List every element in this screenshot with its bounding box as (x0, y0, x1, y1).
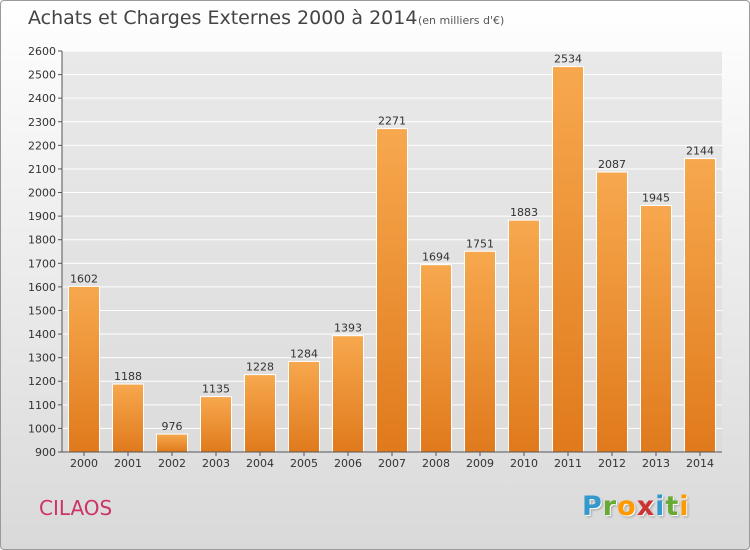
bar-value-label: 1284 (290, 347, 318, 360)
logo-letter: t (665, 491, 680, 522)
axes: 900 1000 1100 1200 1300 1400 1500 1600 1700 1800 1… (28, 45, 722, 470)
x-tick-label: 2001 (114, 457, 142, 470)
x-tick-label: 2008 (422, 457, 450, 470)
logo-letter: i (679, 491, 690, 522)
x-tick-label: 2007 (378, 457, 406, 470)
x-tick-label: 2004 (246, 457, 274, 470)
y-tick-label: 1800 (28, 234, 56, 247)
bar-value-label: 1228 (246, 361, 274, 374)
x-tick-label: 2009 (466, 457, 494, 470)
chart-subtitle: (en milliers d'€) (418, 14, 505, 27)
y-tick-label: 1900 (28, 210, 56, 223)
bar (684, 158, 716, 453)
bar-value-label: 1393 (334, 322, 362, 335)
y-tick-label: 1600 (28, 281, 56, 294)
bar (464, 250, 496, 453)
y-tick-label: 2300 (28, 116, 56, 129)
x-tick-label: 2012 (598, 457, 626, 470)
x-tick-label: 2010 (510, 457, 538, 470)
bar (288, 360, 320, 453)
bar (156, 433, 188, 453)
logo-letter: o (617, 491, 637, 522)
bar-value-label: 2534 (554, 53, 582, 66)
y-tick-label: 1400 (28, 328, 56, 341)
bar (68, 285, 100, 453)
bar (376, 128, 408, 453)
bar-value-label: 1694 (422, 251, 450, 264)
bar (552, 66, 584, 453)
x-tick-label: 2005 (290, 457, 318, 470)
bar-value-label: 2087 (598, 158, 626, 171)
y-tick-label: 2100 (28, 163, 56, 176)
y-tick-label: 1200 (28, 375, 56, 388)
y-tick-label: 900 (35, 446, 56, 459)
bar (244, 374, 276, 453)
logo-letter: P (582, 491, 603, 522)
x-tick-label: 2006 (334, 457, 362, 470)
y-tick-label: 2500 (28, 69, 56, 82)
logo-letter: x (636, 491, 656, 522)
x-tick-label: 2003 (202, 457, 230, 470)
bar (200, 396, 232, 453)
y-tick-label: 1700 (28, 257, 56, 270)
y-tick-label: 2000 (28, 187, 56, 200)
x-tick-label: 2013 (642, 457, 670, 470)
commune-name: CILAOS (39, 496, 113, 520)
y-tick-label: 1100 (28, 399, 56, 412)
proxiti-logo[interactable]: Proxiti (582, 491, 690, 522)
logo-letter: i (655, 491, 666, 522)
bar-value-label: 1602 (70, 272, 98, 285)
x-tick-label: 2002 (158, 457, 186, 470)
x-tick-label: 2000 (70, 457, 98, 470)
bar (112, 383, 144, 453)
x-tick-label: 2011 (554, 457, 582, 470)
bars: 1602 1188 976 1135 1228 1284 1393 2271 1694 1751 1… (68, 53, 716, 453)
y-tick-label: 2400 (28, 92, 56, 105)
y-tick-label: 1000 (28, 422, 56, 435)
logo-letter: r (602, 491, 618, 522)
x-tick-label: 2014 (686, 457, 714, 470)
bar-value-label: 1188 (114, 370, 142, 383)
bar (332, 335, 364, 453)
bar (596, 171, 628, 453)
bar-value-label: 2144 (686, 145, 714, 158)
y-tick-label: 2200 (28, 139, 56, 152)
bar-value-label: 2271 (378, 115, 406, 128)
bar-value-label: 976 (162, 420, 183, 433)
chart-title: Achats et Charges Externes 2000 à 2014 (28, 7, 418, 29)
bar (420, 264, 452, 453)
bar-value-label: 1945 (642, 192, 670, 205)
y-tick-label: 2600 (28, 45, 56, 58)
bar-value-label: 1883 (510, 206, 538, 219)
bar (640, 205, 672, 453)
bar (508, 219, 540, 453)
bar-value-label: 1751 (466, 237, 494, 250)
y-tick-label: 1300 (28, 352, 56, 365)
bar-value-label: 1135 (202, 383, 230, 396)
y-tick-label: 1500 (28, 304, 56, 317)
